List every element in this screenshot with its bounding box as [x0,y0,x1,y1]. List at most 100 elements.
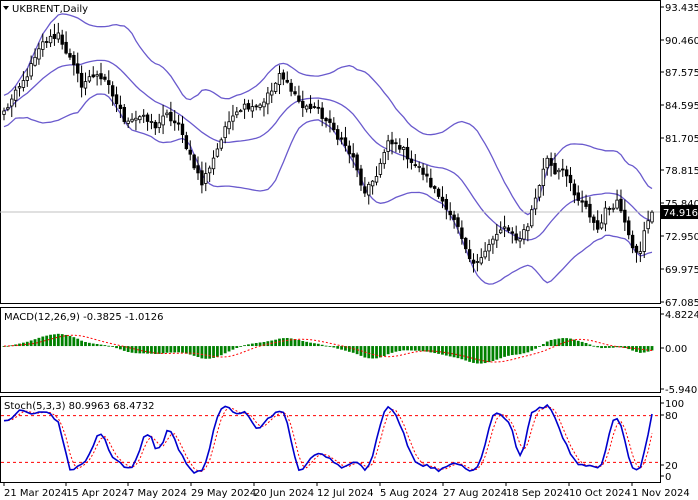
bollinger-middle-line [3,59,653,241]
candle-body [421,167,425,175]
candle [13,86,18,108]
candle [246,99,251,112]
macd-bar [115,346,118,349]
candle [429,168,433,189]
macd-bar [607,346,611,348]
candle-body [417,165,421,168]
stoch-series [1,403,660,474]
candle [351,143,355,168]
candle [549,152,553,177]
macd-bar [153,346,157,354]
candle-body [79,72,84,88]
candle-body [495,233,499,241]
macd-bar [49,334,52,347]
candle [33,48,37,67]
candle [91,66,95,79]
macd-bar [200,346,204,359]
macd-bar [14,344,18,347]
candle [114,86,119,113]
candle [347,140,352,164]
candle-body [413,164,418,167]
candle-body [370,180,375,187]
candle [277,65,282,95]
time-tick-label: 15 Apr 2024 [66,488,128,499]
candle [196,156,200,180]
candle [250,99,255,118]
candle-body [553,162,557,175]
candle [541,158,546,196]
candle [223,121,227,144]
macd-bar [437,346,440,354]
macd-bar [596,346,600,348]
macd-tick-label: 4.8224 [665,310,698,321]
candle [568,167,573,192]
candle [56,22,61,43]
macd-title: MACD(12,26,9) -0.3825 -1.0126 [4,312,164,323]
candle [526,223,530,242]
candle [487,239,491,262]
candle-body [285,79,289,83]
candle-body [219,139,223,149]
macd-bar [460,346,464,360]
macd-bar [464,346,468,361]
candle [498,221,503,235]
candle-body [564,169,569,177]
macd-bar [95,343,99,347]
candle-body [475,261,480,263]
macd-bar [56,333,60,347]
candle [227,111,231,135]
candle [266,86,270,115]
candle-body [638,251,643,254]
candle-body [204,173,208,184]
candle-body [169,111,173,122]
candle [378,158,383,178]
candle [103,73,107,82]
candle [52,23,57,46]
candle-body [498,229,503,234]
candle [332,117,336,133]
candle-body [114,94,119,105]
candle-body [223,126,227,139]
macd-bar [344,346,347,351]
candle-body [336,129,340,140]
candle [126,117,130,129]
macd-bar [181,346,184,353]
candle-body [394,142,398,145]
candle [518,231,522,249]
macd-bar [29,340,33,347]
candle [141,109,146,123]
candle-body [25,76,29,81]
candle-body [549,158,553,166]
macd-bar [192,346,196,356]
candle [386,134,390,161]
candle-body [254,105,258,108]
candle-body [165,112,169,116]
macd-bar [475,346,479,364]
candle-body [386,140,390,152]
macd-bar [580,341,584,347]
candle-body [250,106,255,112]
candle [502,215,507,238]
candle-body [37,48,41,60]
candle-body [83,81,88,89]
candle-body [359,168,363,186]
candle-body [277,73,282,86]
candle-body [440,196,445,202]
candle-body [576,192,580,201]
candle [417,161,421,173]
macd-bar [545,341,549,347]
candle [138,115,142,124]
current-price-box [661,205,698,220]
candle-body [433,186,437,189]
macd-bar [429,346,433,353]
macd-bar [425,346,429,352]
candle [262,98,266,117]
macd-bar [650,346,654,351]
candle [599,214,604,230]
candle-body [378,162,383,175]
candle [467,239,472,263]
candle-body [623,209,627,223]
candle-body [258,104,262,108]
